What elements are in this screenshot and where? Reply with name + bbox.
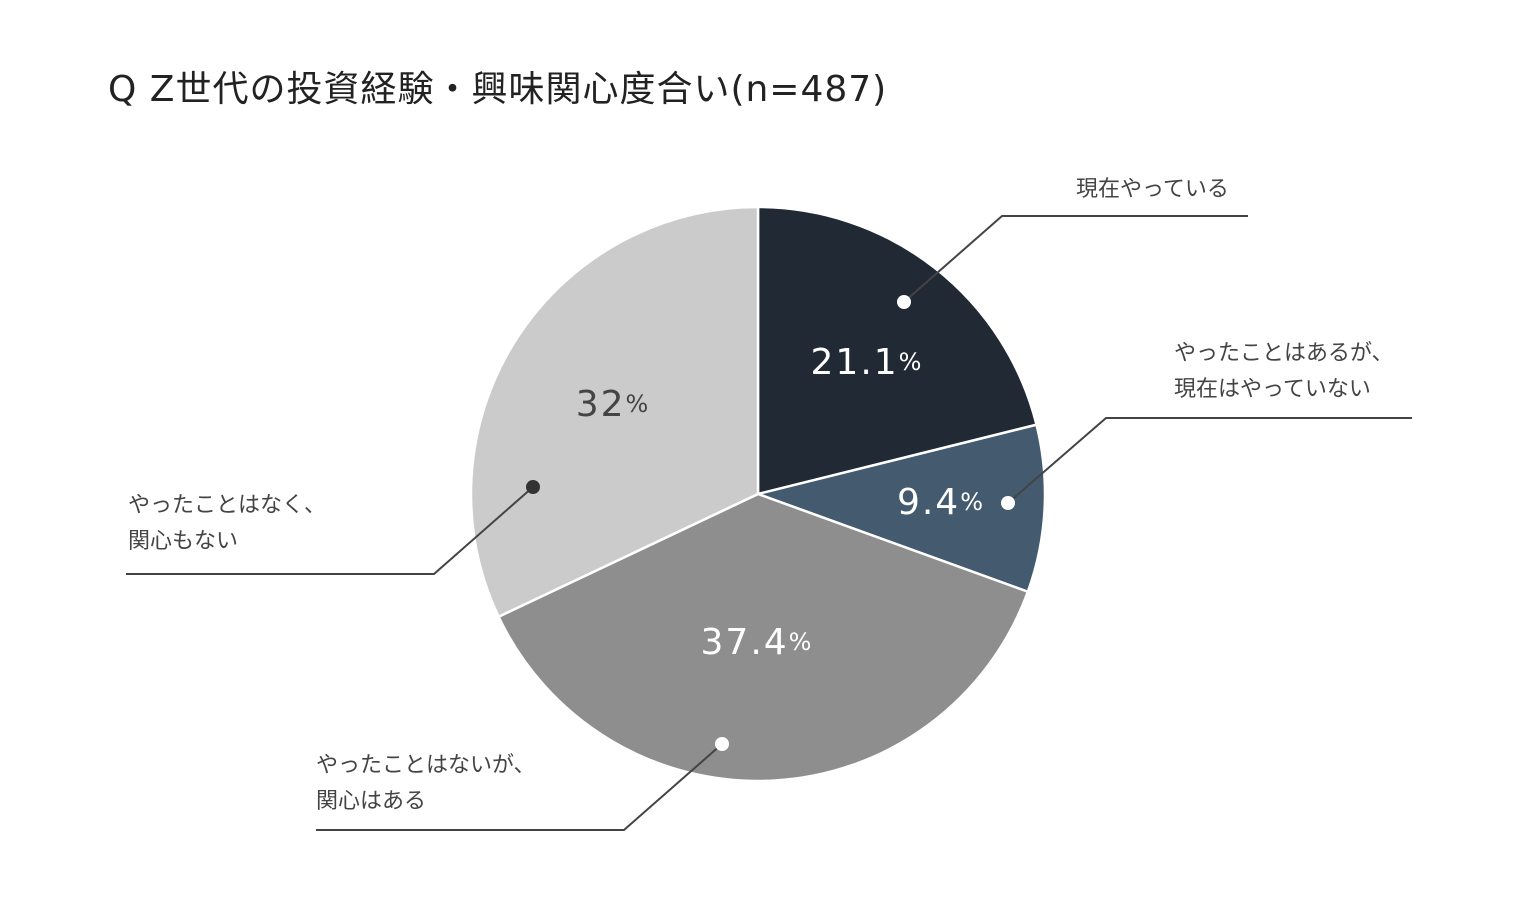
leader-dot-currently-investing <box>897 295 911 309</box>
callout-line: やったことはあるが、 <box>1174 341 1394 366</box>
leader-dot-never-but-interested <box>715 737 729 751</box>
leader-dot-invested-before-not-now <box>1001 496 1015 510</box>
pie-slice-never-not-interested <box>469 205 760 618</box>
callout-label-never-not-interested: やったことはなく、 関心もない <box>128 488 326 560</box>
callout-label-never-but-interested: やったことはないが、 関心はある <box>316 748 536 820</box>
pie-slice-invested-before-not-now <box>756 423 1047 593</box>
callout-line: 現在やっている <box>1076 177 1229 202</box>
value-label-currently-investing: 21.1% <box>811 342 922 383</box>
leader-line-never-not-interested <box>126 486 534 575</box>
leader-line-currently-investing <box>903 215 1248 303</box>
chart-title: Q Z世代の投資経験・興味関心度合い(n=487) <box>108 69 888 110</box>
value-label-never-but-interested: 37.4% <box>701 622 812 663</box>
value-label-never-not-interested: 32% <box>576 384 649 425</box>
callout-line: やったことはないが、 <box>316 753 536 778</box>
leader-line-never-but-interested <box>316 743 723 831</box>
leader-line-invested-before-not-now <box>1007 417 1412 504</box>
callout-label-currently-investing: 現在やっている <box>1076 172 1229 208</box>
leader-dot-never-not-interested <box>526 480 540 494</box>
pie-slice-never-but-interested <box>497 492 1030 783</box>
callout-line: やったことはなく、 <box>128 493 327 518</box>
callout-line: 関心もない <box>128 529 239 554</box>
callout-line: 現在はやっていない <box>1174 377 1371 402</box>
value-label-invested-before-not-now: 9.4% <box>897 482 983 523</box>
callout-label-invested-before-not-now: やったことはあるが、 現在はやっていない <box>1174 336 1394 408</box>
callout-line: 関心はある <box>316 789 427 814</box>
pie-slice-currently-investing <box>756 205 1038 496</box>
